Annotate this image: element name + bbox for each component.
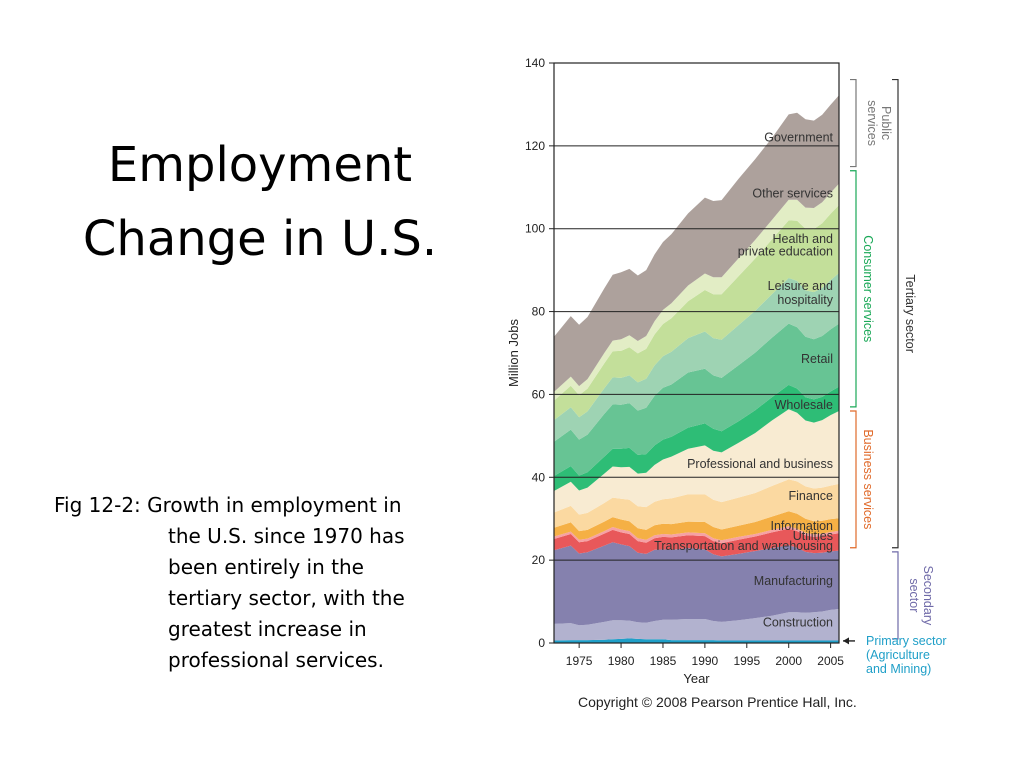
primary-note-line-3: and Mining): [866, 662, 931, 676]
area-series-6: [554, 479, 839, 532]
series-label-11: Utilities: [793, 529, 833, 543]
series-label-5: hospitality: [777, 293, 833, 307]
y-tick-label-7: 140: [525, 56, 545, 70]
x-axis-label: Year: [683, 671, 710, 686]
series-label-2: Health and: [773, 232, 834, 246]
y-tick-label-6: 120: [525, 139, 545, 153]
area-series-12: [554, 183, 839, 401]
bracket-0: [850, 78, 857, 168]
series-label-6: Retail: [801, 352, 833, 366]
bracket-label-4-a: Secondary: [921, 565, 935, 626]
series-label-9: Finance: [789, 489, 834, 503]
area-series-2: [554, 542, 839, 626]
series-label-13: Manufacturing: [754, 574, 833, 588]
bracket-1: [850, 170, 857, 408]
area-series-3: [554, 528, 839, 557]
bracket-3: [892, 78, 899, 549]
figure-caption: Fig 12-2: Growth in employment in the U.…: [54, 493, 405, 672]
series-label-8: Professional and business: [687, 457, 833, 471]
area-series-9: [554, 323, 839, 476]
y-tick-label-4: 80: [532, 305, 546, 319]
y-axis-label: Million Jobs: [506, 319, 521, 387]
bracket-label-0-b: services: [865, 100, 879, 146]
bracket-4: [892, 551, 899, 640]
x-tick-label-2: 1985: [650, 654, 677, 668]
bracket-label-1: Consumer services: [861, 235, 875, 342]
area-series-4: [554, 526, 839, 544]
area-series-1: [554, 609, 839, 641]
primary-arrow-head: [843, 637, 849, 645]
y-tick-label-1: 20: [532, 553, 546, 567]
series-label-1: Other services: [752, 187, 833, 201]
x-tick-label-3: 1990: [692, 654, 719, 668]
copyright-notice: Copyright © 2008 Pearson Prentice Hall, …: [578, 694, 857, 710]
bracket-label-0-a: Public: [879, 106, 893, 140]
y-tick-label-2: 40: [532, 470, 546, 484]
x-tick-label-0: 1975: [566, 654, 593, 668]
series-label-0: Government: [764, 131, 833, 145]
employment-area-chart: 0 20 40 60 80 100 120 140 1975 1980 1985 1990 1995 20…: [506, 56, 947, 686]
series-label-12: Transportation and warehousing: [654, 539, 833, 553]
bracket-label-4-b: sector: [907, 578, 921, 612]
y-tick-label-3: 60: [532, 387, 546, 401]
series-label-3: private education: [738, 245, 833, 259]
series-label-7: Wholesale: [775, 398, 833, 412]
area-series-11: [554, 205, 839, 421]
plot-frame: [553, 62, 840, 644]
x-tick-label-1: 1980: [608, 654, 635, 668]
primary-note-line-2: (Agriculture: [866, 648, 930, 662]
series-label-14: Construction: [763, 615, 833, 629]
area-series-13: [554, 95, 839, 392]
y-tick-label-0: 0: [538, 636, 545, 650]
series-label-10: Information: [770, 519, 833, 533]
x-tick-label-4: 1995: [733, 654, 760, 668]
x-tick-label-6: 2005: [817, 654, 844, 668]
area-series-8: [554, 384, 839, 491]
bracket-2: [850, 410, 857, 549]
area-series-5: [554, 511, 839, 541]
y-tick-label-5: 100: [525, 222, 545, 236]
primary-note-line-1: Primary sector: [866, 634, 947, 648]
series-label-4: Leisure and: [768, 279, 833, 293]
area-series-7: [554, 409, 839, 515]
slide-title: Employment Change in U.S.: [40, 128, 480, 276]
x-tick-label-5: 2000: [775, 654, 802, 668]
area-series-10: [554, 273, 839, 442]
title-line-2: Change in U.S.: [82, 211, 438, 267]
bracket-label-2: Business services: [861, 429, 875, 529]
area-series-0: [554, 638, 839, 643]
title-line-1: Employment: [107, 137, 413, 193]
bracket-label-3: Tertiary sector: [903, 274, 917, 353]
